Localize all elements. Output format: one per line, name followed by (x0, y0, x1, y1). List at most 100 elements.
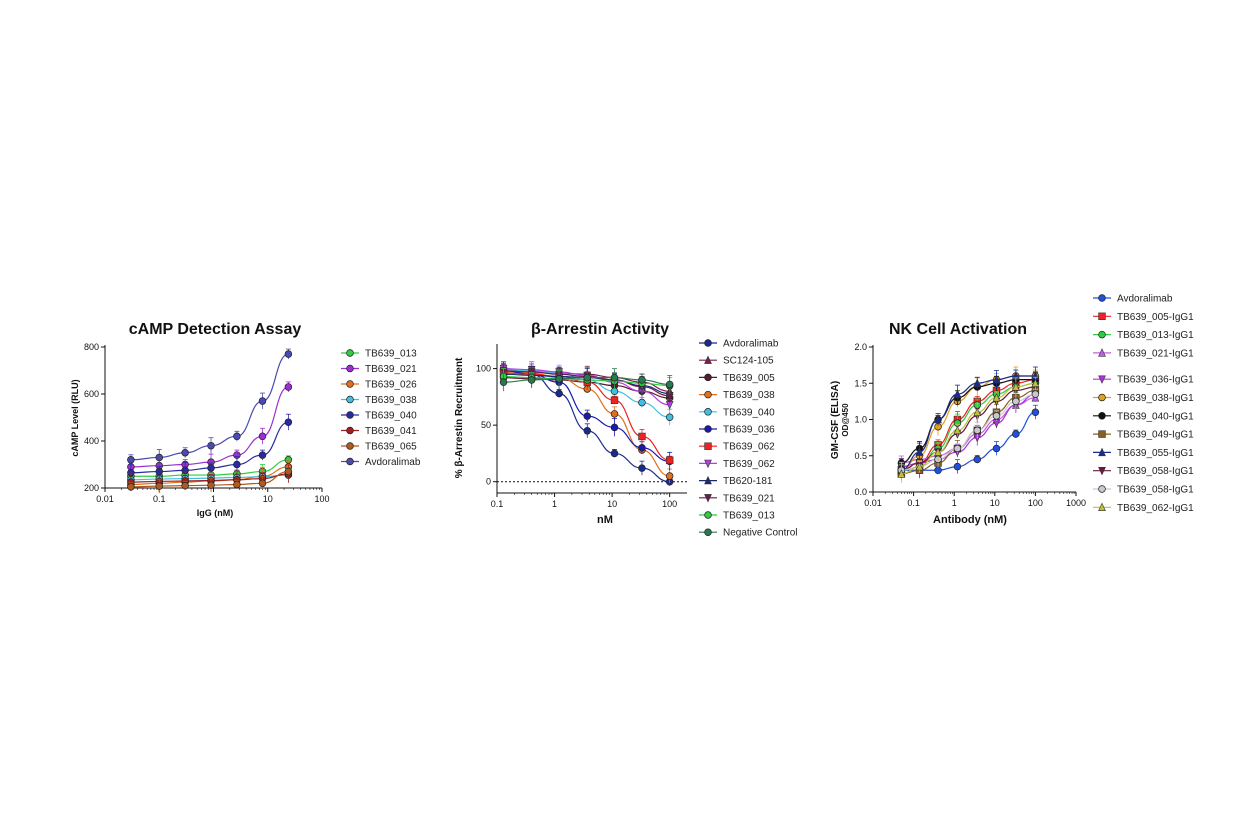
legend-marker (346, 457, 354, 466)
data-point (1011, 382, 1020, 391)
legend-label: TB639_021 (723, 493, 775, 504)
legend-marker (1098, 447, 1106, 457)
y-tick-label: 50 (481, 420, 491, 430)
data-point (992, 444, 1001, 453)
legend-marker (346, 364, 354, 373)
data-point (583, 373, 592, 382)
legend-label: TB639_062 (723, 442, 775, 453)
legend-entry: TB620-181 (699, 475, 773, 487)
legend-marker (1098, 348, 1106, 357)
data-point (610, 423, 619, 432)
data-point (992, 374, 1001, 384)
x-tick-label: 100 (1028, 498, 1043, 508)
legend-marker (1098, 466, 1106, 476)
data-point (665, 456, 674, 464)
legend-label: TB639_038 (365, 395, 417, 406)
data-point (583, 412, 592, 420)
legend-label: TB639_013 (723, 511, 775, 522)
y-axis-label: GM-CSF (ELISA) (830, 381, 841, 459)
data-point (1031, 390, 1040, 398)
data-point (1012, 397, 1020, 406)
data-point (953, 462, 962, 471)
x-tick-label: 10 (607, 499, 617, 509)
legend-entry: Negative Control (699, 528, 797, 539)
legend-entry: TB639_038 (699, 390, 775, 401)
data-point (284, 467, 293, 476)
legend-label: TB639_062 (723, 459, 775, 470)
legend-label: TB639_021 (365, 364, 417, 375)
y-axis-label: cAMP Level (RLU) (70, 379, 80, 456)
legend-label: Avdoralimab (365, 457, 421, 468)
legend-entry: TB639_021-IgG1 (1093, 348, 1194, 359)
legend-label: SC124-105 (723, 356, 774, 367)
legend-entry: SC124-105 (699, 355, 774, 367)
chart-camp-detection: cAMP Detection Assay IgG (nM) cAMP Level… (70, 321, 421, 518)
x-tick-label: 1 (552, 499, 557, 509)
legend-entry: TB639_058-IgG1 (1093, 466, 1194, 477)
legend-marker (704, 442, 712, 450)
data-point (207, 441, 215, 450)
legend-entry: TB639_040 (341, 411, 417, 422)
data-point (284, 418, 293, 426)
legend-label: TB639_036 (723, 425, 775, 436)
legend-label: TB639_038 (723, 390, 775, 401)
x-tick-label: 0.1 (153, 494, 166, 504)
data-point (992, 412, 1001, 420)
legend-entry: Avdoralimab (341, 457, 421, 468)
data-point (638, 376, 646, 384)
legend: Avdoralimab SC124-105 TB639_005 TB639_038 TB… (699, 339, 797, 539)
x-tick-label: 1 (211, 494, 216, 504)
legend-label: TB639_040 (723, 407, 775, 418)
y-tick-label: 0.0 (854, 487, 867, 497)
legend-marker (704, 355, 712, 364)
data-point (1031, 378, 1040, 387)
legend-label: TB639_038-IgG1 (1117, 393, 1194, 404)
legend-marker (346, 349, 354, 357)
data-point (207, 464, 215, 472)
chart-title: β-Arrestin Activity (531, 321, 669, 338)
data-point (583, 427, 592, 435)
data-point (181, 481, 189, 490)
legend-label: TB639_049-IgG1 (1117, 430, 1194, 441)
legend-label: TB639_041 (365, 426, 417, 437)
legend-marker (704, 408, 712, 416)
data-point (973, 426, 982, 435)
legend-label: Avdoralimab (723, 339, 779, 350)
data-point (953, 389, 962, 398)
legend-label: TB639_055-IgG1 (1117, 448, 1194, 459)
data-point (233, 432, 241, 441)
legend-entry: TB639_040-IgG1 (1093, 411, 1194, 422)
data-point (258, 451, 267, 459)
data-point (181, 449, 189, 457)
legend-marker (704, 494, 712, 503)
legend-entry: Avdoralimab (1093, 294, 1173, 305)
legend-entry: TB639_055-IgG1 (1093, 447, 1194, 459)
y-tick-label: 600 (84, 389, 99, 399)
legend-label: TB639_013 (365, 349, 417, 360)
legend: Avdoralimab TB639_005-IgG1 TB639_013-IgG1 T… (1093, 294, 1194, 514)
x-tick-label: 100 (662, 499, 677, 509)
legend-marker (1098, 502, 1106, 512)
data-point (610, 396, 619, 404)
legend-marker (1098, 375, 1106, 384)
data-point (915, 461, 924, 471)
legend-marker (1098, 294, 1106, 302)
data-point (665, 472, 674, 480)
data-point (127, 483, 135, 491)
data-point (527, 376, 536, 384)
data-point (915, 447, 924, 456)
legend-entry: TB639_065 (341, 442, 417, 453)
data-point (155, 453, 164, 462)
data-point (499, 378, 508, 386)
data-point (638, 464, 646, 472)
data-point (258, 479, 267, 488)
data-point (973, 455, 982, 464)
legend-label: TB639_058-IgG1 (1117, 485, 1194, 496)
y-tick-label: 200 (84, 483, 99, 493)
y-tick-label: 800 (84, 342, 99, 352)
chart-title: cAMP Detection Assay (129, 321, 302, 338)
x-tick-label: 1 (952, 498, 957, 508)
legend-label: TB639_040-IgG1 (1117, 411, 1194, 422)
legend-label: TB639_013-IgG1 (1117, 330, 1194, 341)
